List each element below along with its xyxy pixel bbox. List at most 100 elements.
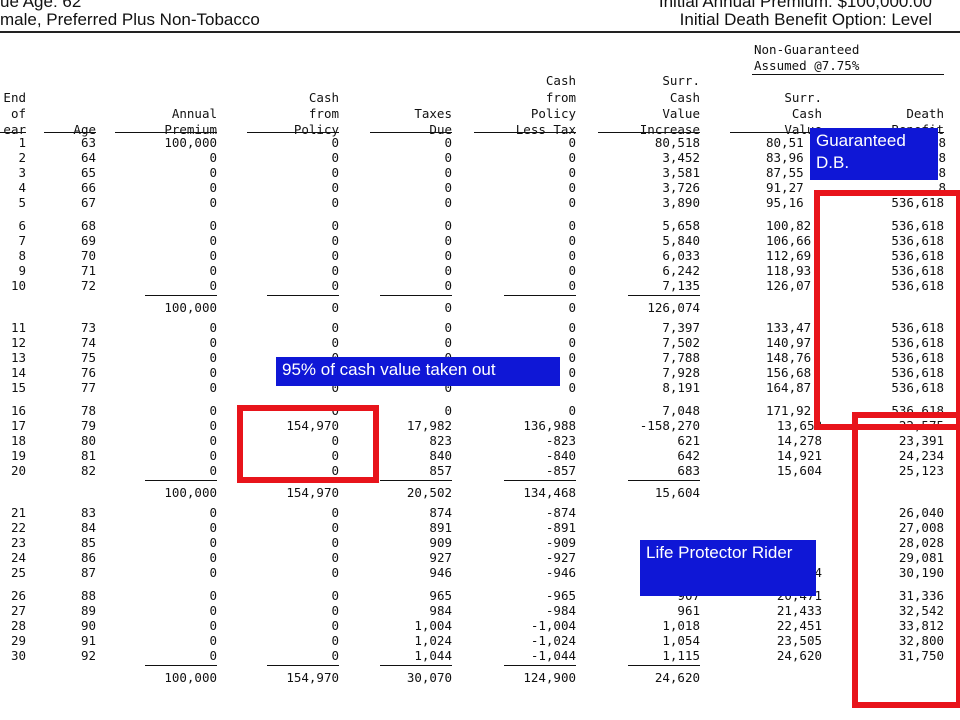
table-cell-cash: 0 xyxy=(331,602,339,618)
header-right-line1: Initial Annual Premium: $100,000.00 xyxy=(658,0,932,11)
table-cell-cashlt: 0 xyxy=(568,180,576,196)
table-cell-year: 6 xyxy=(18,217,26,233)
table-cell-cashlt: -857 xyxy=(545,462,576,478)
table-cell-surrc: 118,93 xyxy=(766,262,812,278)
table-cell-surri: 5,840 xyxy=(662,232,700,248)
subtotal-cash: 154,970 xyxy=(286,484,339,500)
column-header-tax-l4: Taxes xyxy=(414,106,452,121)
table-cell-prem: 0 xyxy=(209,647,217,663)
subtotal-cash: 0 xyxy=(331,299,339,315)
table-cell-year: 7 xyxy=(18,232,26,248)
table-cell-age: 89 xyxy=(80,602,96,618)
table-cell-prem: 0 xyxy=(209,380,217,396)
column-header-underline xyxy=(44,132,96,133)
subtotal-cash: 154,970 xyxy=(286,669,339,685)
table-cell-cash: 0 xyxy=(331,135,339,150)
table-cell-age: 88 xyxy=(80,587,96,603)
table-cell-surrc: 21,433 xyxy=(776,602,822,618)
table-cell-surri: 1,018 xyxy=(662,617,700,633)
column-header-year-l3: End xyxy=(3,90,26,105)
table-cell-age: 65 xyxy=(80,165,96,181)
subtotal-prem: 100,000 xyxy=(164,669,217,685)
table-cell-year: 9 xyxy=(18,262,26,278)
subtotal-tax: 0 xyxy=(444,299,452,315)
subtotal-prem: 100,000 xyxy=(164,299,217,315)
table-cell-age: 87 xyxy=(80,565,96,581)
table-cell-age: 67 xyxy=(80,195,96,211)
table-cell-surrc: 112,69 xyxy=(766,247,812,263)
table-cell-db: 536,618 xyxy=(891,195,944,211)
table-cell-age: 78 xyxy=(80,402,96,418)
table-cell-surrc: 23,505 xyxy=(776,632,822,648)
table-cell-db: 536,618 xyxy=(891,262,944,278)
table-cell-cash: 0 xyxy=(331,565,339,581)
subtotal-tax: 30,070 xyxy=(406,669,452,685)
table-cell-tax: 823 xyxy=(429,432,452,448)
table-cell-tax: 0 xyxy=(444,402,452,418)
table-cell-tax: 0 xyxy=(444,380,452,396)
table-cell-cashlt: -965 xyxy=(545,587,576,603)
table-cell-cashlt: 0 xyxy=(568,402,576,418)
table-cell-prem: 0 xyxy=(209,262,217,278)
table-cell-tax: 0 xyxy=(444,247,452,263)
table-cell-db: 31,750 xyxy=(898,647,944,663)
table-cell-age: 86 xyxy=(80,550,96,566)
table-cell-year: 13 xyxy=(10,350,26,366)
table-cell-age: 69 xyxy=(80,232,96,248)
column-header-underline xyxy=(598,132,700,133)
column-header-underline xyxy=(474,132,576,133)
table-cell-prem: 0 xyxy=(209,632,217,648)
table-cell-surri: 7,788 xyxy=(662,350,700,366)
table-cell-tax: 1,024 xyxy=(414,632,452,648)
table-cell-surrc: 14,921 xyxy=(776,447,822,463)
subtotal-rule xyxy=(267,664,339,666)
table-cell-year: 11 xyxy=(10,320,26,335)
table-cell-prem: 0 xyxy=(209,150,217,166)
table-cell-db: 31,336 xyxy=(898,587,944,603)
table-cell-year: 21 xyxy=(10,505,26,520)
table-cell-cashlt: 0 xyxy=(568,277,576,293)
subtotal-rule xyxy=(267,294,339,296)
table-cell-year: 26 xyxy=(10,587,26,603)
table-cell-cashlt: -840 xyxy=(545,447,576,463)
table-cell-db: 536,618 xyxy=(891,365,944,381)
table-cell-year: 1 xyxy=(18,135,26,150)
rider-highlight xyxy=(852,412,960,708)
table-cell-age: 70 xyxy=(80,247,96,263)
table-cell-year: 17 xyxy=(10,417,26,433)
table-cell-db: 8 xyxy=(938,165,946,181)
header-left-line2: male, Preferred Plus Non-Tobacco xyxy=(0,10,260,29)
table-cell-tax: 0 xyxy=(444,277,452,293)
table-cell-surrc: 24,620 xyxy=(776,647,822,663)
table-cell-age: 72 xyxy=(80,277,96,293)
table-cell-surri: 1,054 xyxy=(662,632,700,648)
table-cell-surri: 642 xyxy=(677,447,700,463)
table-cell-db: 536,618 xyxy=(891,320,944,335)
subtotal-rule xyxy=(504,294,576,296)
table-cell-tax: 927 xyxy=(429,550,452,566)
table-cell-surri: 961 xyxy=(677,602,700,618)
table-cell-tax: 984 xyxy=(429,602,452,618)
table-cell-tax: 0 xyxy=(444,232,452,248)
table-cell-tax: 0 xyxy=(444,150,452,166)
table-cell-prem: 0 xyxy=(209,602,217,618)
subtotal-rule xyxy=(145,479,217,481)
table-cell-year: 18 xyxy=(10,432,26,448)
table-cell-year: 3 xyxy=(18,165,26,181)
table-cell-cash: 0 xyxy=(331,587,339,603)
group-header-line1: Non-Guaranteed xyxy=(754,42,860,57)
table-cell-year: 25 xyxy=(10,565,26,581)
table-cell-cash: 0 xyxy=(331,150,339,166)
table-cell-surri: 6,033 xyxy=(662,247,700,263)
table-cell-cashlt: 0 xyxy=(568,135,576,150)
table-cell-cashlt: -984 xyxy=(545,602,576,618)
table-cell-tax: 17,982 xyxy=(406,417,452,433)
table-cell-cash: 0 xyxy=(331,432,339,448)
table-cell-year: 20 xyxy=(10,462,26,478)
table-cell-prem: 0 xyxy=(209,402,217,418)
table-cell-surrc: 126,07 xyxy=(766,277,812,293)
table-cell-db: 8 xyxy=(938,150,946,166)
table-cell-db: 26,040 xyxy=(898,505,944,520)
table-cell-surri: 6,242 xyxy=(662,262,700,278)
table-cell-cash: 0 xyxy=(331,632,339,648)
